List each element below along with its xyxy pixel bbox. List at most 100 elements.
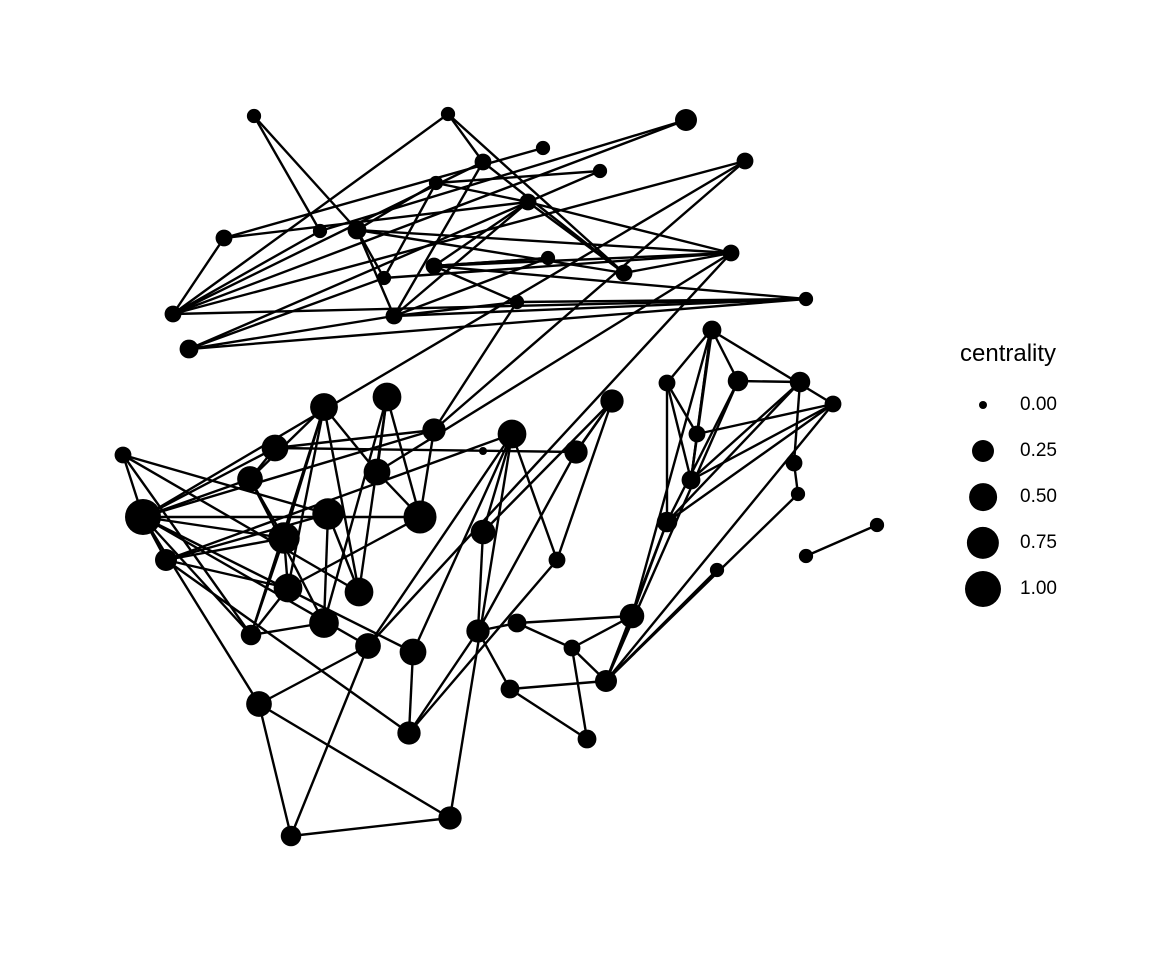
graph-node <box>440 106 456 122</box>
graph-edge <box>411 433 514 653</box>
graph-node <box>600 389 624 413</box>
graph-edge <box>274 428 435 450</box>
graph-edge <box>258 644 369 706</box>
graph-edge <box>393 201 529 317</box>
graph-edge <box>165 432 513 562</box>
graph-node <box>466 619 490 643</box>
graph-node <box>397 721 421 745</box>
graph-node <box>355 633 381 659</box>
graph-edge <box>805 523 878 558</box>
graph-edge <box>367 252 732 647</box>
graph-edge <box>408 630 479 734</box>
graph-node <box>479 447 487 455</box>
graph-edge <box>392 161 485 317</box>
graph-edge <box>188 276 385 351</box>
graph-edge <box>605 403 834 682</box>
graph-edge <box>258 702 451 820</box>
legend-node-symbol <box>965 571 1001 607</box>
graph-edge <box>509 687 588 741</box>
centrality-legend: centrality 0.00 0.25 0.50 0.75 1.00 <box>960 340 1140 612</box>
graph-edge <box>509 679 607 691</box>
legend-label: 0.50 <box>1020 486 1057 507</box>
graph-edge <box>141 516 261 705</box>
graph-edge <box>172 237 225 315</box>
legend-item: 0.50 <box>960 474 1140 520</box>
graph-node <box>615 264 633 282</box>
graph-edge <box>510 433 559 561</box>
graph-edge <box>516 614 633 625</box>
graph-node <box>312 498 344 530</box>
graph-node <box>702 320 722 340</box>
graph-edge <box>385 396 422 518</box>
legend-item: 1.00 <box>960 566 1140 612</box>
graph-edge <box>666 403 834 523</box>
graph-edge <box>367 433 513 647</box>
graph-node <box>798 291 814 307</box>
graph-node <box>869 517 885 533</box>
graph-edge <box>527 200 732 255</box>
graph-edge <box>172 297 807 316</box>
graph-edge <box>249 406 326 636</box>
graph-node <box>438 806 462 830</box>
graph-node <box>785 454 803 472</box>
legend-item: 0.00 <box>960 382 1140 428</box>
graph-node <box>246 691 272 717</box>
graph-edge <box>476 531 485 632</box>
graph-node <box>310 393 338 421</box>
graph-edge <box>322 513 330 624</box>
legend-node-symbol <box>966 526 1000 560</box>
graph-edge <box>393 256 549 318</box>
graph-node <box>422 418 446 442</box>
graph-node <box>563 639 581 657</box>
graph-node <box>474 153 492 171</box>
graph-edge <box>570 647 589 740</box>
graph-edge <box>383 251 732 280</box>
graph-node <box>727 370 749 392</box>
graph-node <box>363 458 391 486</box>
graph-node <box>595 670 617 692</box>
graph-edge <box>257 703 293 837</box>
graph-node <box>675 109 697 131</box>
graph-node <box>789 371 811 393</box>
graph-edge <box>142 516 252 636</box>
graph-edge <box>252 115 322 232</box>
edge-layer <box>121 113 878 838</box>
graph-node <box>790 486 806 502</box>
graph-node <box>577 729 597 749</box>
graph-edge <box>435 181 529 204</box>
graph-node <box>681 470 701 490</box>
graph-edge <box>690 381 801 481</box>
graph-edge <box>792 381 802 464</box>
graph-edge <box>323 406 378 473</box>
graph-edge <box>433 160 746 431</box>
graph-edge <box>630 329 713 617</box>
graph-edge <box>665 382 699 435</box>
graph-node <box>164 305 182 323</box>
graph-edge <box>165 558 289 590</box>
legend-node-symbol <box>969 483 997 511</box>
graph-node <box>385 307 403 325</box>
graph-node <box>564 440 588 464</box>
graph-edge <box>142 446 276 519</box>
graph-node <box>114 446 132 464</box>
graph-node <box>312 223 328 239</box>
graph-edge <box>355 229 396 317</box>
graph-node <box>246 108 262 124</box>
graph-edge <box>433 264 518 304</box>
graph-node <box>403 500 437 534</box>
graph-node <box>273 573 303 603</box>
graph-edge <box>290 816 451 838</box>
graph-node <box>736 152 754 170</box>
graph-edge <box>710 328 834 406</box>
legend-item: 0.25 <box>960 428 1140 474</box>
graph-node <box>155 549 177 571</box>
graph-node <box>500 679 520 699</box>
graph-edge <box>253 115 358 231</box>
graph-node <box>497 419 527 449</box>
graph-node <box>658 374 676 392</box>
graph-edge <box>605 569 718 682</box>
legend-title: centrality <box>960 340 1057 367</box>
graph-node <box>376 270 392 286</box>
legend-label: 0.75 <box>1020 532 1057 553</box>
graph-edge <box>432 301 519 431</box>
